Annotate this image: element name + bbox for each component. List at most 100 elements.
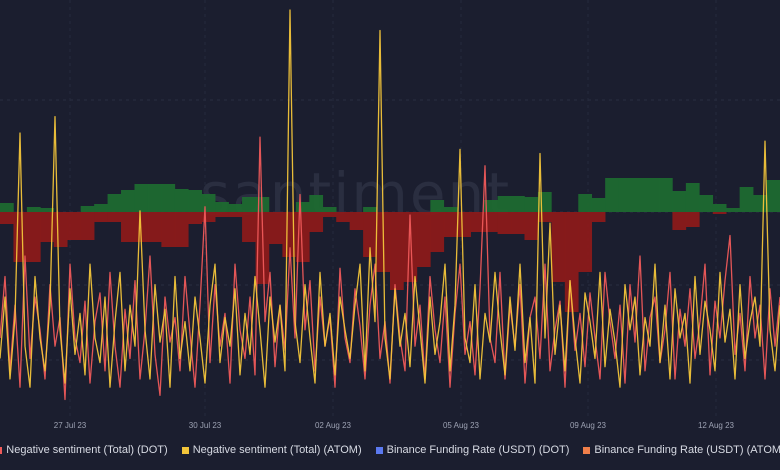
- legend-swatch: [375, 446, 383, 454]
- legend-swatch: [181, 446, 189, 454]
- funding-bar: [739, 187, 754, 212]
- funding-bar: [416, 212, 431, 267]
- funding-bar: [40, 212, 55, 242]
- legend-label: Binance Funding Rate (USDT) (DOT): [386, 444, 570, 456]
- funding-bar: [26, 207, 41, 212]
- funding-bar: [564, 212, 579, 312]
- legend-label: Binance Funding Rate (USDT) (ATOM): [594, 444, 780, 456]
- x-tick-label: 02 Aug 23: [315, 421, 352, 430]
- funding-bar: [309, 195, 324, 212]
- funding-bar: [336, 212, 350, 222]
- funding-bar: [497, 196, 512, 212]
- funding-bar: [470, 212, 485, 232]
- funding-bar: [80, 212, 95, 240]
- legend-item-atom-sentiment[interactable]: Negative sentiment (Total) (ATOM): [181, 444, 362, 456]
- funding-bar: [188, 190, 203, 212]
- funding-bar: [632, 178, 646, 212]
- funding-bar: [0, 203, 14, 212]
- x-tick-label: 30 Jul 23: [189, 421, 222, 430]
- x-tick-label: 09 Aug 23: [570, 421, 607, 430]
- funding-bar: [578, 212, 593, 272]
- funding-bar: [322, 207, 337, 212]
- funding-bar: [591, 198, 606, 212]
- funding-bar: [322, 212, 337, 217]
- funding-bar: [94, 204, 108, 212]
- legend-swatch: [0, 446, 3, 454]
- legend-item-atom-funding[interactable]: Binance Funding Rate (USDT) (ATOM): [583, 444, 780, 456]
- funding-bar: [699, 195, 714, 212]
- funding-bar: [363, 212, 377, 257]
- funding-bar: [215, 212, 229, 217]
- funding-bar: [134, 212, 149, 242]
- funding-bar: [685, 183, 700, 212]
- funding-bar: [215, 202, 229, 212]
- funding-bar: [591, 212, 606, 222]
- funding-bar: [161, 184, 176, 212]
- funding-bar: [201, 212, 216, 222]
- funding-bar: [511, 196, 525, 212]
- funding-bar: [511, 212, 525, 234]
- legend-item-dot-funding[interactable]: Binance Funding Rate (USDT) (DOT): [375, 444, 570, 456]
- funding-bar: [390, 212, 404, 290]
- funding-bar: [537, 212, 552, 222]
- funding-bar: [484, 200, 498, 212]
- funding-bar: [605, 178, 619, 212]
- funding-bar: [712, 212, 727, 214]
- legend: Negative sentiment (Total) (DOT) Negativ…: [0, 444, 780, 456]
- funding-bar: [726, 208, 740, 212]
- funding-bar: [443, 212, 458, 237]
- sentiment-line-dot: [0, 136, 780, 401]
- funding-bar: [0, 212, 14, 224]
- chart: 27 Jul 23 30 Jul 23 02 Aug 23 05 Aug 23 09 A…: [0, 0, 780, 430]
- funding-bar: [309, 212, 324, 232]
- funding-bar: [403, 212, 418, 282]
- funding-bar: [107, 194, 122, 212]
- funding-bar: [40, 208, 55, 212]
- funding-bar: [121, 190, 135, 212]
- funding-bar: [268, 212, 283, 244]
- funding-bar: [13, 212, 28, 262]
- legend-swatch: [583, 446, 591, 454]
- funding-bar: [174, 189, 189, 212]
- funding-bar: [188, 212, 203, 224]
- funding-bar: [363, 207, 377, 212]
- funding-bar: [121, 212, 135, 242]
- funding-bar: [80, 206, 95, 212]
- funding-bar: [753, 195, 767, 212]
- funding-bar: [242, 212, 256, 242]
- legend-item-dot-sentiment[interactable]: Negative sentiment (Total) (DOT): [0, 444, 168, 456]
- funding-bar: [672, 191, 687, 212]
- funding-bar: [658, 178, 673, 212]
- funding-bar: [524, 197, 539, 212]
- funding-bar: [147, 212, 162, 242]
- funding-bar: [524, 212, 539, 240]
- funding-bar: [26, 212, 41, 262]
- funding-bar: [712, 204, 727, 212]
- x-tick-label: 05 Aug 23: [443, 421, 480, 430]
- funding-bar: [430, 200, 445, 212]
- funding-bar: [618, 178, 633, 212]
- funding-bar: [457, 212, 471, 237]
- funding-bar: [242, 197, 256, 212]
- sentiment-line-atom: [0, 9, 780, 388]
- funding-bar: [174, 212, 189, 247]
- funding-bar: [295, 202, 310, 212]
- funding-bar: [430, 212, 445, 252]
- funding-bar: [537, 192, 552, 212]
- funding-bar: [645, 178, 660, 212]
- funding-bar: [282, 212, 297, 257]
- funding-bar: [766, 180, 780, 212]
- funding-bar: [578, 194, 593, 212]
- funding-bar: [685, 212, 700, 227]
- funding-bar: [94, 212, 108, 222]
- funding-bar: [551, 212, 566, 282]
- funding-bar: [672, 212, 687, 230]
- funding-bar: [107, 212, 122, 222]
- funding-bar: [147, 184, 162, 212]
- funding-bar: [67, 212, 81, 240]
- funding-bar: [484, 212, 498, 232]
- funding-bar: [349, 212, 364, 230]
- funding-bar: [201, 194, 216, 212]
- x-tick-label: 27 Jul 23: [54, 421, 87, 430]
- funding-bar: [134, 184, 149, 212]
